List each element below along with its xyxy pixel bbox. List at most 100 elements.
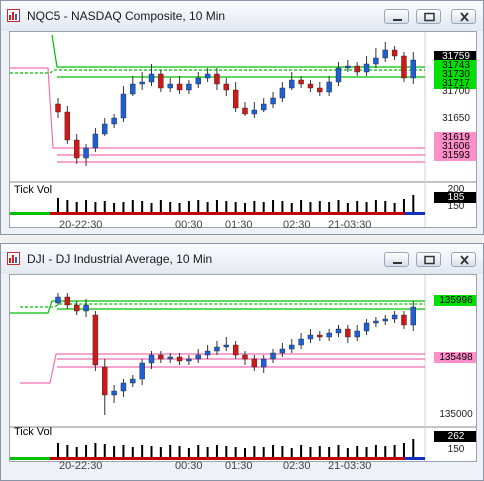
maximize-icon <box>424 255 435 265</box>
volume-bar <box>131 200 134 212</box>
candle-body <box>158 73 164 89</box>
price-plot[interactable] <box>10 275 476 461</box>
price-plot[interactable] <box>10 32 476 227</box>
minimize-button[interactable] <box>384 252 409 267</box>
candle-body <box>176 83 183 91</box>
candle-body <box>102 123 108 135</box>
x-axis-label: 20-22:30 <box>59 460 103 472</box>
close-button[interactable] <box>451 9 476 24</box>
candle-body <box>111 117 117 125</box>
volume-bar <box>412 195 415 212</box>
volume-bar <box>300 445 303 457</box>
volume-bar <box>281 446 284 457</box>
candle-body <box>345 328 351 338</box>
candle-body <box>83 304 89 312</box>
close-button[interactable] <box>451 252 476 267</box>
volume-bar <box>384 201 387 212</box>
price-label-support-2: 31606 <box>434 141 476 152</box>
volume-bar <box>225 446 228 457</box>
window-title: NQC5 - NASDAQ Composite, 10 Min <box>27 9 226 23</box>
price-label-last: 31759 <box>434 51 476 62</box>
maximize-button[interactable] <box>416 252 441 267</box>
maximize-button[interactable] <box>416 9 441 24</box>
volume-label-last: 185 <box>434 192 476 203</box>
volume-scale-label: 150 <box>447 444 465 455</box>
resistance-line-upper <box>51 34 425 68</box>
x-axis-label: 01:30 <box>225 219 253 231</box>
volume-bar <box>262 447 265 457</box>
volume-scale-label: 150 <box>447 201 465 212</box>
candle-body <box>270 97 276 105</box>
volume-bar <box>300 200 303 212</box>
candle-body <box>232 89 239 109</box>
candle-body <box>326 332 332 338</box>
volume-bar <box>75 447 78 457</box>
session-bar-blue <box>405 457 425 460</box>
volume-bar <box>244 203 246 212</box>
candle-body <box>148 73 155 83</box>
session-bar-blue <box>405 212 425 215</box>
candle-body <box>195 354 201 360</box>
volume-bar <box>159 447 162 457</box>
minimize-button[interactable] <box>384 9 409 24</box>
candle-body <box>64 111 71 141</box>
volume-bar <box>384 446 387 457</box>
title-bar[interactable]: DJI - DJ Industrial Average, 10 Min <box>1 244 483 274</box>
candle-body <box>55 296 61 304</box>
volume-bar <box>374 200 377 212</box>
candle-body <box>373 57 379 65</box>
candle-body <box>204 73 211 79</box>
candle-body <box>186 83 192 91</box>
volume-bar <box>178 203 181 212</box>
volume-bar <box>393 203 396 212</box>
volume-bar <box>150 203 153 212</box>
price-label-resistance-3: 31717 <box>434 78 476 89</box>
volume-bar <box>206 202 209 212</box>
volume-bar <box>253 446 256 457</box>
volume-bar <box>103 444 106 457</box>
volume-pane-label: Tick Vol <box>14 184 53 196</box>
candle-body <box>363 322 370 332</box>
volume-bar <box>75 202 78 212</box>
volume-bar <box>337 200 340 212</box>
title-bar[interactable]: NQC5 - NASDAQ Composite, 10 Min <box>1 1 483 31</box>
volume-bar <box>178 446 181 457</box>
volume-bar <box>337 445 340 457</box>
price-label-support-3: 31593 <box>434 150 476 161</box>
candle-body <box>363 63 370 73</box>
candle-body <box>345 65 351 69</box>
resistance-line-dashed <box>20 303 425 308</box>
volume-bar <box>122 202 125 212</box>
candle-body <box>335 328 342 334</box>
support-line-upper <box>20 353 425 384</box>
candle-body <box>130 83 136 95</box>
volume-bar <box>290 448 293 457</box>
candle-body <box>354 330 360 338</box>
volume-bar <box>402 199 405 212</box>
volume-bar <box>94 202 97 212</box>
volume-bar <box>169 445 172 457</box>
price-axis-label: 31650 <box>442 113 470 124</box>
volume-bar <box>169 202 172 212</box>
volume-bar <box>328 202 331 212</box>
candle-body <box>130 378 136 384</box>
candle-body <box>317 87 323 93</box>
candle-body <box>242 107 248 115</box>
candle-body <box>289 79 295 89</box>
candle-body <box>242 354 248 360</box>
window-title: DJI - DJ Industrial Average, 10 Min <box>27 252 213 266</box>
volume-bar <box>103 201 106 212</box>
volume-bar <box>141 445 144 457</box>
candle-body <box>307 334 314 340</box>
candle-body <box>279 87 286 99</box>
candle-body <box>223 83 230 91</box>
price-label-support-1: 31619 <box>434 132 476 143</box>
close-icon <box>460 12 469 22</box>
volume-bar <box>85 445 88 457</box>
candle-body <box>391 314 398 320</box>
price-chart-area[interactable]: 135996 135498 135000 Tick Vol 262 150 <box>9 274 477 462</box>
volume-bar <box>66 445 69 457</box>
candle-body <box>382 318 388 322</box>
price-chart-area[interactable]: 31759 31743 31730 31717 31700 31650 3161… <box>9 31 477 228</box>
candle-body <box>195 77 201 85</box>
